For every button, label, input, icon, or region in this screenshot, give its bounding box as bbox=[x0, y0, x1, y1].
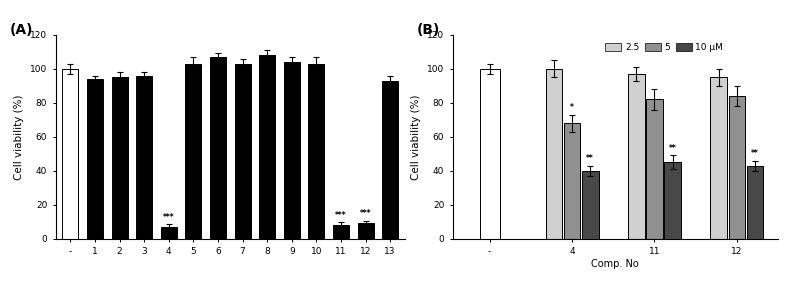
Text: (A): (A) bbox=[10, 23, 33, 37]
Bar bbox=[259, 55, 276, 239]
Bar bbox=[136, 76, 152, 239]
Bar bbox=[63, 69, 79, 239]
Bar bbox=[711, 77, 727, 239]
Bar bbox=[87, 79, 103, 239]
Y-axis label: Cell viability (%): Cell viability (%) bbox=[14, 94, 25, 180]
Legend: 2.5, 5, 10 μM: 2.5, 5, 10 μM bbox=[601, 40, 727, 56]
Bar bbox=[357, 223, 373, 239]
Text: ***: *** bbox=[360, 209, 372, 218]
Bar bbox=[234, 64, 251, 239]
Bar bbox=[646, 100, 663, 239]
Bar bbox=[628, 74, 645, 239]
Bar bbox=[333, 225, 349, 239]
Bar bbox=[480, 69, 499, 239]
Text: **: ** bbox=[586, 154, 594, 163]
X-axis label: Comp. No: Comp. No bbox=[592, 259, 639, 269]
Bar bbox=[582, 171, 599, 239]
Bar bbox=[185, 64, 202, 239]
Bar bbox=[545, 69, 562, 239]
Bar bbox=[564, 123, 580, 239]
Bar bbox=[729, 96, 746, 239]
Bar bbox=[746, 166, 763, 239]
Bar bbox=[382, 81, 398, 239]
Bar bbox=[665, 162, 681, 239]
Text: **: ** bbox=[751, 149, 759, 158]
Text: **: ** bbox=[669, 144, 676, 153]
Y-axis label: Cell viability (%): Cell viability (%) bbox=[411, 94, 422, 180]
Bar bbox=[210, 57, 226, 239]
Text: ***: *** bbox=[163, 213, 175, 222]
Bar bbox=[111, 77, 128, 239]
Text: (B): (B) bbox=[417, 23, 440, 37]
Bar bbox=[308, 64, 325, 239]
Text: *: * bbox=[570, 103, 574, 112]
Bar bbox=[160, 227, 177, 239]
Bar bbox=[283, 62, 300, 239]
Text: ***: *** bbox=[335, 211, 347, 220]
